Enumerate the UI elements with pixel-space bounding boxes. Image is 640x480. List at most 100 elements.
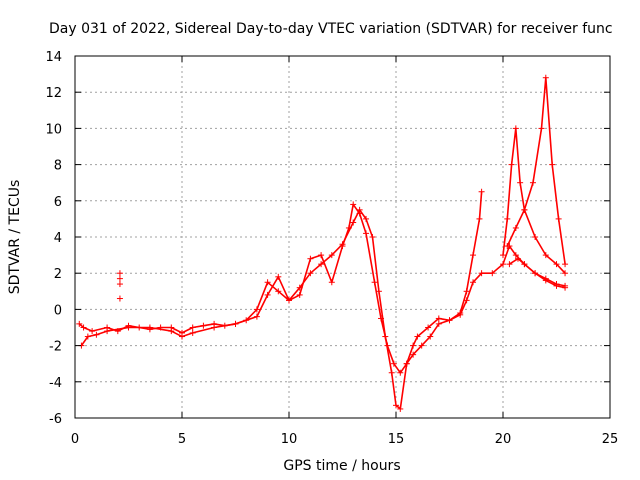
y-tick-label: 0 [54, 303, 62, 318]
data-point [307, 255, 314, 262]
data-point [345, 224, 352, 231]
data-point [517, 179, 524, 186]
data-point [476, 215, 483, 222]
y-tick-label: 2 [54, 267, 62, 282]
data-point [388, 369, 395, 376]
data-point [296, 291, 303, 298]
data-point [521, 261, 528, 268]
x-tick-label: 25 [602, 432, 619, 447]
y-tick-label: -2 [49, 340, 62, 355]
data-point [189, 329, 196, 336]
x-tick-label: 20 [495, 432, 512, 447]
data-point [275, 273, 282, 280]
data-point [512, 252, 519, 259]
data-point [339, 243, 346, 250]
data-point [521, 206, 528, 213]
data-point [512, 125, 519, 132]
data-point [253, 306, 260, 313]
y-tick-label: 10 [45, 122, 62, 137]
data-point [553, 261, 560, 268]
data-point [369, 234, 376, 240]
data-point [532, 234, 539, 240]
data-point [470, 252, 477, 259]
data-point [328, 252, 335, 259]
data-point [397, 369, 404, 376]
data-point [264, 291, 271, 298]
data-point [463, 288, 470, 295]
data-point [427, 333, 434, 340]
series-trace-B-line [80, 191, 483, 374]
y-tick-label: 4 [54, 231, 62, 246]
data-point [384, 342, 391, 349]
data-point [410, 342, 417, 349]
data-point [264, 279, 271, 286]
data-point [307, 270, 314, 277]
data-point [76, 320, 83, 327]
data-point [562, 284, 569, 291]
data-point [529, 179, 536, 186]
y-tick-label: 8 [54, 159, 62, 174]
data-point [470, 279, 477, 286]
data-point [500, 261, 506, 268]
y-tick-label: -6 [49, 412, 62, 427]
data-point [125, 324, 132, 331]
data-point [538, 125, 545, 132]
data-point [500, 252, 506, 259]
data-point [457, 310, 464, 317]
data-point [542, 277, 549, 284]
data-point [378, 315, 385, 322]
data-point [116, 295, 123, 302]
data-point [532, 270, 539, 277]
grid [75, 56, 610, 418]
data-point [489, 270, 496, 277]
data-point [363, 215, 370, 222]
y-tick-label: 12 [45, 86, 62, 101]
data-point [275, 288, 282, 295]
data-point [542, 252, 549, 259]
data-point [478, 270, 485, 277]
data-point [286, 297, 292, 304]
data-point [116, 270, 123, 277]
data-point [328, 279, 335, 286]
data-point [549, 161, 556, 168]
data-point [418, 342, 425, 349]
data-point [232, 320, 239, 327]
data-point [318, 261, 325, 268]
data-point [397, 405, 404, 412]
data-point [508, 161, 515, 168]
data-point [318, 252, 325, 259]
x-tick-label: 15 [388, 432, 405, 447]
data-point [414, 333, 421, 340]
data-point [200, 322, 207, 329]
series-trace-A-line [78, 209, 566, 410]
data-point [478, 188, 485, 195]
axes-ticks: 0 5 10 15 20 25 -6 -4 -2 0 2 4 6 8 10 12 14 [45, 50, 618, 447]
data-point [189, 324, 196, 331]
data-point [179, 333, 185, 340]
y-tick-label: 6 [54, 195, 62, 210]
x-axis-label: GPS time / hours [283, 458, 400, 474]
data-point [393, 402, 399, 409]
x-tick-label: 10 [281, 432, 298, 447]
data-point [93, 331, 100, 338]
data-point [504, 215, 511, 222]
data-point [84, 333, 91, 340]
data-point [89, 328, 96, 335]
data-point [435, 315, 442, 322]
data-point [562, 270, 569, 277]
data-point [506, 261, 513, 268]
data-point [446, 317, 453, 324]
data-point [371, 279, 378, 286]
data-point [350, 219, 357, 226]
x-tick-label: 0 [71, 432, 79, 447]
data-point [104, 328, 111, 335]
data-point [514, 255, 521, 262]
data-point [435, 320, 442, 327]
data-point [363, 230, 370, 237]
data-point [356, 210, 363, 217]
data-point [116, 281, 123, 288]
y-tick-label: -4 [49, 376, 62, 391]
data-point [542, 74, 549, 81]
x-tick-label: 5 [178, 432, 186, 447]
